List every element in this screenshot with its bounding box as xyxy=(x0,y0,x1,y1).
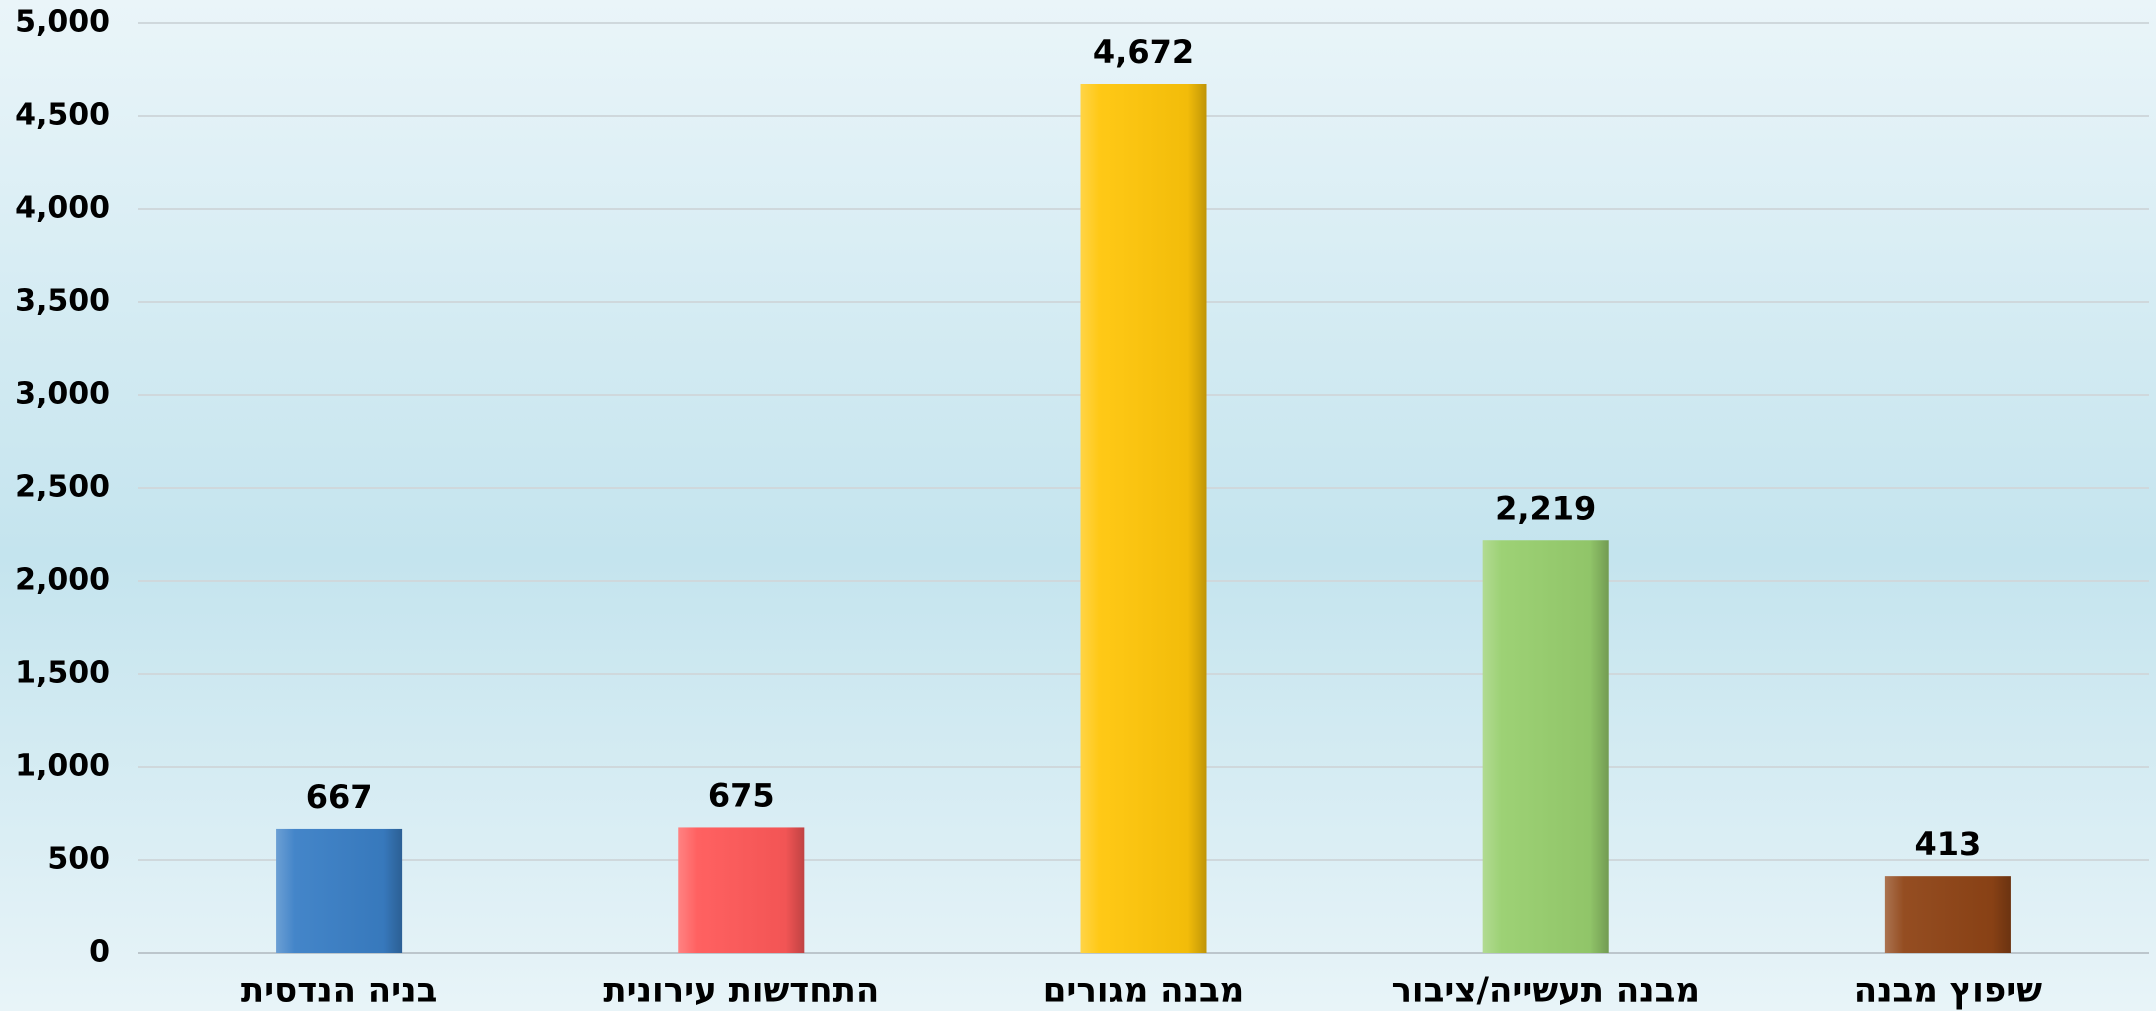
y-tick-label: 1,000 xyxy=(15,749,110,784)
y-tick-label: 500 xyxy=(47,842,110,877)
y-tick-label: 5,000 xyxy=(15,5,110,40)
value-label: 675 xyxy=(708,776,775,814)
y-tick-label: 3,500 xyxy=(15,284,110,319)
y-tick-label: 2,500 xyxy=(15,470,110,505)
value-label: 2,219 xyxy=(1495,489,1596,527)
y-tick-label: 0 xyxy=(89,935,110,970)
value-label: 413 xyxy=(1915,825,1982,863)
x-tick-label: שיפוץ מבנה xyxy=(1854,971,2042,1011)
bar xyxy=(1080,84,1207,954)
x-tick-label: מבנה מגורים xyxy=(1043,971,1245,1011)
bar xyxy=(1884,876,2011,953)
y-tick-label: 2,000 xyxy=(15,563,110,598)
x-tick-label: בניה הנדסית xyxy=(241,971,437,1011)
y-tick-label: 1,500 xyxy=(15,656,110,691)
bar xyxy=(678,827,805,953)
value-label: 667 xyxy=(306,778,373,816)
x-tick-label: מבנה תעשייה/ציבור xyxy=(1391,971,1699,1011)
value-label: 4,672 xyxy=(1093,33,1194,71)
bar xyxy=(276,828,403,953)
bar xyxy=(1482,540,1609,953)
y-tick-label: 3,000 xyxy=(15,377,110,412)
y-tick-label: 4,500 xyxy=(15,98,110,133)
y-tick-label: 4,000 xyxy=(15,191,110,226)
x-tick-label: התחדשות עירונית xyxy=(603,971,879,1011)
